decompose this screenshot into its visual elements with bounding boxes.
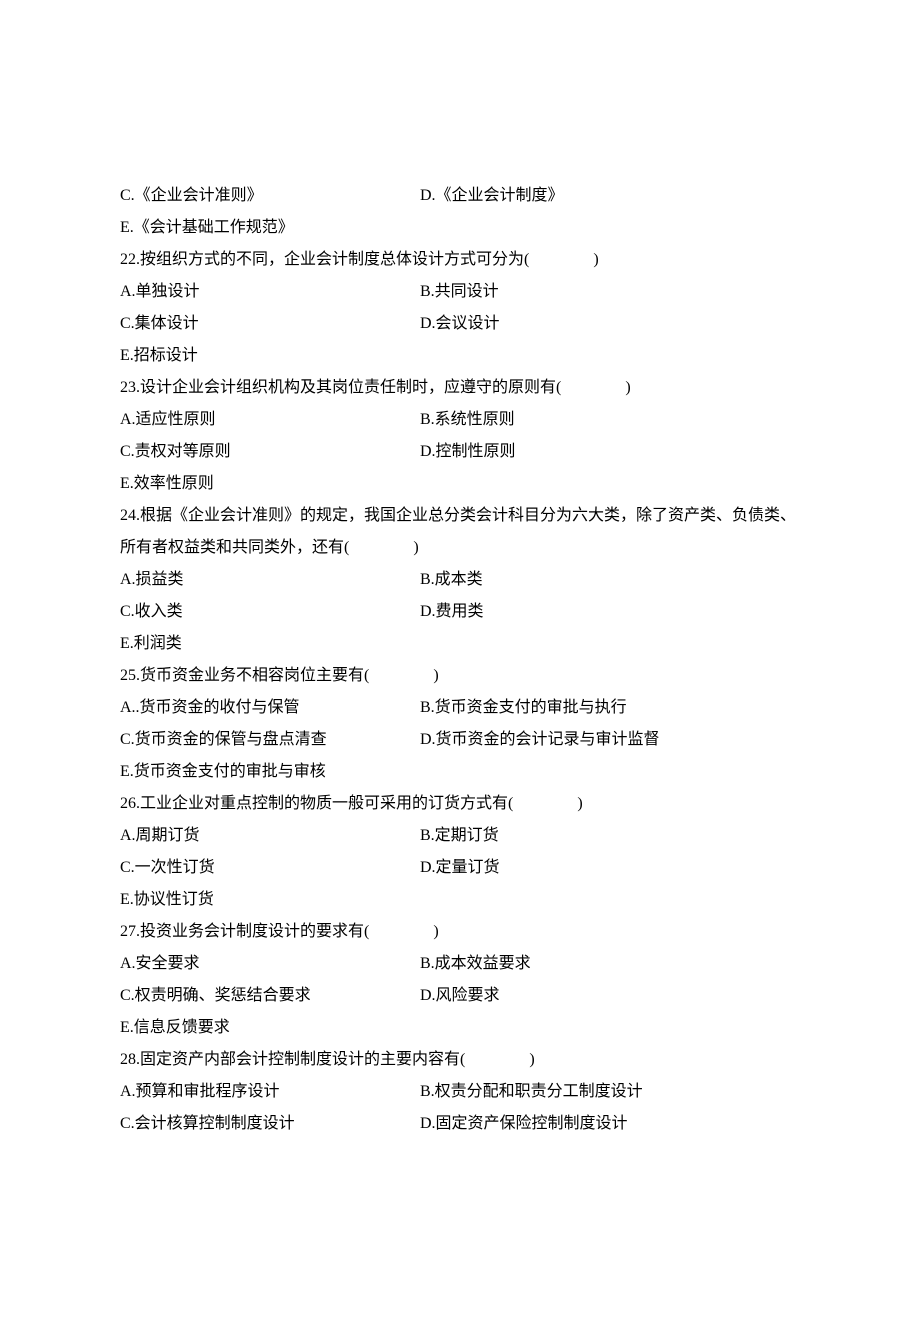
- q22-option-b: B.共同设计: [420, 276, 800, 308]
- q27-option-b: B.成本效益要求: [420, 948, 800, 980]
- q23-option-e: E.效率性原则: [120, 468, 800, 500]
- option-row: E.《会计基础工作规范》: [120, 212, 800, 244]
- question-stem: 24.根据《企业会计准则》的规定，我国企业总分类会计科目分为六大类，除了资产类、…: [120, 500, 800, 564]
- q26-option-e: E.协议性订货: [120, 884, 800, 916]
- q25-stem: 25.货币资金业务不相容岗位主要有( ): [120, 660, 800, 692]
- question-stem: 22.按组织方式的不同，企业会计制度总体设计方式可分为( ): [120, 244, 800, 276]
- q23-option-d: D.控制性原则: [420, 436, 800, 468]
- option-row: E.信息反馈要求: [120, 1012, 800, 1044]
- q28-option-d: D.固定资产保险控制制度设计: [420, 1108, 800, 1140]
- option-row: A.损益类 B.成本类: [120, 564, 800, 596]
- option-row: E.招标设计: [120, 340, 800, 372]
- option-row: A.安全要求 B.成本效益要求: [120, 948, 800, 980]
- q24-stem: 24.根据《企业会计准则》的规定，我国企业总分类会计科目分为六大类，除了资产类、…: [120, 500, 800, 564]
- option-row: E.效率性原则: [120, 468, 800, 500]
- option-row: C.一次性订货 D.定量订货: [120, 852, 800, 884]
- q23-option-a: A.适应性原则: [120, 404, 420, 436]
- option-row: A.适应性原则 B.系统性原则: [120, 404, 800, 436]
- q24-option-a: A.损益类: [120, 564, 420, 596]
- option-row: A.预算和审批程序设计 B.权责分配和职责分工制度设计: [120, 1076, 800, 1108]
- q23-stem: 23.设计企业会计组织机构及其岗位责任制时，应遵守的原则有( ): [120, 372, 800, 404]
- q27-option-c: C.权责明确、奖惩结合要求: [120, 980, 420, 1012]
- option-e: E.《会计基础工作规范》: [120, 212, 800, 244]
- option-row: C.权责明确、奖惩结合要求 D.风险要求: [120, 980, 800, 1012]
- q24-option-b: B.成本类: [420, 564, 800, 596]
- q27-stem: 27.投资业务会计制度设计的要求有( ): [120, 916, 800, 948]
- option-row: C.集体设计 D.会议设计: [120, 308, 800, 340]
- q24-option-d: D.费用类: [420, 596, 800, 628]
- q22-stem: 22.按组织方式的不同，企业会计制度总体设计方式可分为( ): [120, 244, 800, 276]
- q28-option-b: B.权责分配和职责分工制度设计: [420, 1076, 800, 1108]
- q24-option-c: C.收入类: [120, 596, 420, 628]
- option-row: A..货币资金的收付与保管 B.货币资金支付的审批与执行: [120, 692, 800, 724]
- option-row: C.会计核算控制制度设计 D.固定资产保险控制制度设计: [120, 1108, 800, 1140]
- q25-option-b: B.货币资金支付的审批与执行: [420, 692, 800, 724]
- q26-option-b: B.定期订货: [420, 820, 800, 852]
- document-page: C.《企业会计准则》 D.《企业会计制度》 E.《会计基础工作规范》 22.按组…: [0, 0, 920, 1320]
- option-row: E.协议性订货: [120, 884, 800, 916]
- q25-option-d: D.货币资金的会计记录与审计监督: [420, 724, 800, 756]
- q26-option-a: A.周期订货: [120, 820, 420, 852]
- option-d: D.《企业会计制度》: [420, 180, 800, 212]
- question-stem: 27.投资业务会计制度设计的要求有( ): [120, 916, 800, 948]
- option-row: C.责权对等原则 D.控制性原则: [120, 436, 800, 468]
- question-stem: 23.设计企业会计组织机构及其岗位责任制时，应遵守的原则有( ): [120, 372, 800, 404]
- q28-stem: 28.固定资产内部会计控制制度设计的主要内容有( ): [120, 1044, 800, 1076]
- option-row: C.收入类 D.费用类: [120, 596, 800, 628]
- q25-option-c: C.货币资金的保管与盘点清查: [120, 724, 420, 756]
- option-c: C.《企业会计准则》: [120, 180, 420, 212]
- option-row: E.利润类: [120, 628, 800, 660]
- q26-option-c: C.一次性订货: [120, 852, 420, 884]
- q22-option-d: D.会议设计: [420, 308, 800, 340]
- question-stem: 26.工业企业对重点控制的物质一般可采用的订货方式有( ): [120, 788, 800, 820]
- option-row: C.《企业会计准则》 D.《企业会计制度》: [120, 180, 800, 212]
- q27-option-a: A.安全要求: [120, 948, 420, 980]
- q28-option-a: A.预算和审批程序设计: [120, 1076, 420, 1108]
- q26-stem: 26.工业企业对重点控制的物质一般可采用的订货方式有( ): [120, 788, 800, 820]
- q28-option-c: C.会计核算控制制度设计: [120, 1108, 420, 1140]
- option-row: E.货币资金支付的审批与审核: [120, 756, 800, 788]
- option-row: A.单独设计 B.共同设计: [120, 276, 800, 308]
- option-row: C.货币资金的保管与盘点清查 D.货币资金的会计记录与审计监督: [120, 724, 800, 756]
- q27-option-d: D.风险要求: [420, 980, 800, 1012]
- q26-option-d: D.定量订货: [420, 852, 800, 884]
- q23-option-c: C.责权对等原则: [120, 436, 420, 468]
- q24-option-e: E.利润类: [120, 628, 800, 660]
- question-stem: 25.货币资金业务不相容岗位主要有( ): [120, 660, 800, 692]
- q23-option-b: B.系统性原则: [420, 404, 800, 436]
- q22-option-e: E.招标设计: [120, 340, 800, 372]
- q25-option-e: E.货币资金支付的审批与审核: [120, 756, 800, 788]
- q22-option-a: A.单独设计: [120, 276, 420, 308]
- question-stem: 28.固定资产内部会计控制制度设计的主要内容有( ): [120, 1044, 800, 1076]
- option-row: A.周期订货 B.定期订货: [120, 820, 800, 852]
- q27-option-e: E.信息反馈要求: [120, 1012, 800, 1044]
- q22-option-c: C.集体设计: [120, 308, 420, 340]
- q25-option-a: A..货币资金的收付与保管: [120, 692, 420, 724]
